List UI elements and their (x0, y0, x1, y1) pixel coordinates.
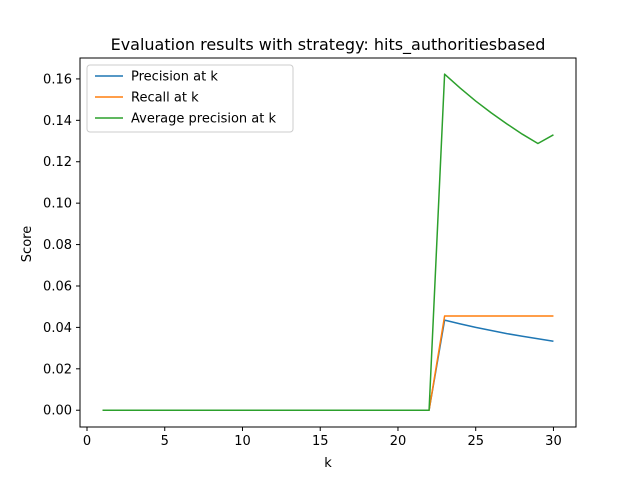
legend-entry: Average precision at k (131, 112, 276, 127)
x-tick-label: 25 (467, 434, 484, 449)
y-tick-label: 0.14 (43, 114, 72, 129)
x-tick-label: 5 (161, 434, 169, 449)
legend: Precision at k Recall at k Average precisi… (86, 64, 294, 133)
y-tick-label: 0.00 (43, 404, 72, 419)
legend-box (86, 64, 294, 133)
chart-title: Evaluation results with strategy: hits_a… (111, 35, 546, 55)
y-tick-label: 0.06 (43, 279, 72, 294)
series-line-3 (102, 73, 554, 411)
y-axis-label: Score (20, 226, 35, 262)
x-tick-label: 15 (312, 434, 329, 449)
y-tick-label: 0.10 (43, 197, 72, 212)
x-axis: 0 5 10 15 20 25 30 (83, 427, 562, 449)
y-tick-label: 0.02 (43, 362, 72, 377)
x-axis-label: k (324, 456, 332, 471)
legend-entry: Recall at k (131, 91, 199, 106)
legend-entry: Precision at k (131, 70, 218, 85)
series-lines (102, 73, 554, 411)
x-tick-label: 20 (390, 434, 407, 449)
axes-frame (79, 57, 577, 428)
x-tick-label: 30 (545, 434, 562, 449)
y-tick-label: 0.12 (43, 155, 72, 170)
x-tick-label: 10 (234, 434, 251, 449)
y-tick-label: 0.16 (43, 72, 72, 87)
x-tick-label: 0 (83, 434, 91, 449)
plot-area (79, 57, 577, 428)
y-tick-label: 0.04 (43, 321, 72, 336)
y-tick-label: 0.08 (43, 238, 72, 253)
y-axis: 0.00 0.02 0.04 0.06 0.08 0.10 0.12 0.14 0.16 (43, 72, 80, 419)
